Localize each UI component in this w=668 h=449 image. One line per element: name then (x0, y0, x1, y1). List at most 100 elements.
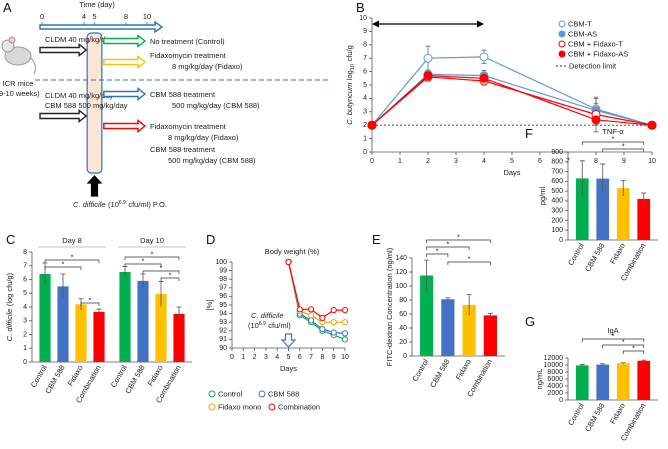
bar (173, 313, 185, 362)
y-tick-label: 100 (395, 283, 407, 290)
legend-marker (258, 390, 266, 398)
timeline-tick-label: 10 (143, 12, 151, 21)
y-tick-label: 4000 (547, 383, 563, 390)
data-point (308, 312, 315, 319)
y-tick-label: 2 (23, 331, 27, 338)
legend-marker (208, 403, 216, 411)
annotation-part: 6.9 (259, 321, 266, 327)
legend-marker (208, 390, 216, 398)
challenge-label: C. difficile (106.9 cfu/ml) P.O. (73, 200, 167, 209)
significance-label: * (622, 142, 625, 151)
y-tick-label: 120 (395, 269, 407, 276)
data-point (479, 73, 489, 83)
timeline-tick-label: 5 (92, 12, 96, 21)
significance-label: * (457, 233, 460, 242)
bar (93, 311, 105, 362)
significance-bracket (44, 266, 82, 270)
y-tick-label: 100 (551, 227, 563, 234)
legend-marker (268, 403, 276, 411)
challenge-window (86, 32, 103, 174)
y-tick-label: 3 (363, 109, 367, 116)
timeline-tick-label: 4 (82, 12, 86, 21)
timeline-tick-label: 0 (40, 12, 44, 21)
y-tick-label: 0 (559, 397, 563, 404)
data-point (647, 120, 657, 130)
legend-marker (558, 50, 566, 58)
bar (616, 363, 630, 400)
y-tick-label: 40 (399, 325, 407, 332)
y-tick-label: 60 (399, 311, 407, 318)
y-tick-label: 6000 (547, 376, 563, 383)
x-tick-label: 8 (320, 354, 324, 361)
panel-label: C (6, 232, 15, 247)
y-tick-label: 0 (403, 353, 407, 360)
legend-label: Control (218, 390, 243, 399)
significance-label: * (612, 135, 615, 144)
data-point (423, 71, 433, 81)
x-axis-label: Days (503, 168, 520, 177)
y-axis-label: ng/mL (535, 369, 544, 390)
legend-label: CBM + Fidaxo-AS (568, 50, 628, 59)
data-point (341, 319, 349, 326)
annotation-part: cfu/ml) (268, 321, 291, 330)
data-point (341, 336, 349, 343)
significance-bracket (426, 239, 491, 243)
y-tick-label: 1 (23, 345, 27, 352)
y-tick-label: 10 (359, 15, 367, 22)
chart-title: TNF-α (602, 127, 624, 136)
bar (596, 364, 610, 400)
y-tick-label: 7 (23, 263, 27, 270)
y-axis-label-part: log (345, 70, 354, 80)
error-bar (620, 362, 626, 364)
y-tick-label: 8000 (547, 369, 563, 376)
error-bar (176, 306, 182, 321)
significance-bracket (581, 141, 645, 145)
x-tick-label: 2 (426, 158, 430, 165)
annotation: C. difficile (106.9 cfu/ml) (248, 311, 291, 330)
panel-label: B (356, 0, 365, 15)
data-point (308, 317, 315, 324)
legend-label: CBM-AS (568, 30, 597, 39)
x-tick-label: 3 (264, 354, 268, 361)
x-tick-label: 9 (332, 354, 336, 361)
significance-bracket (124, 256, 180, 260)
error-bar (579, 363, 585, 367)
timeline-arrow (39, 20, 164, 34)
significance-bracket (602, 344, 645, 348)
y-tick-label: 800 (551, 159, 563, 166)
y-tick-label: 90 (219, 345, 227, 352)
data-point (479, 52, 489, 62)
challenge-label-part: C. difficile (73, 200, 106, 209)
y-tick-label: 200 (551, 217, 563, 224)
significance-bracket (426, 253, 449, 257)
treatment-arrow (103, 55, 147, 69)
y-tick-label: 6 (363, 68, 367, 75)
significance-label: * (468, 255, 471, 264)
bar (637, 198, 651, 240)
significance-label: * (89, 296, 92, 305)
y-tick-label: 400 (551, 198, 563, 205)
y-axis-label-part: 10 (350, 64, 356, 70)
significance-label: * (151, 250, 154, 259)
y-axis-label: C. difficile (log cfu/g) (5, 272, 14, 341)
x-tick-label: 2 (253, 354, 257, 361)
y-tick-label: 900 (551, 149, 563, 156)
x-tick-label: 1 (241, 354, 245, 361)
y-axis-label: C. butyricum log10 cfu/g (345, 45, 356, 125)
error-bar (466, 294, 472, 316)
significance-label: * (632, 344, 635, 353)
y-tick-label: 5 (23, 290, 27, 297)
x-tick-label: 5 (287, 354, 291, 361)
y-axis-label: [%] (205, 300, 214, 311)
significance-label: * (612, 332, 615, 341)
y-tick-label: 96 (219, 293, 227, 300)
y-tick-label: 8 (363, 42, 367, 49)
legend-label: CBM + Fidaxo-T (568, 40, 623, 49)
timeline-tick-label: 8 (124, 12, 128, 21)
data-point (367, 120, 377, 130)
significance-bracket (124, 263, 162, 267)
legend-label: Fidaxo mono (218, 403, 261, 412)
bar (637, 360, 651, 400)
y-tick-label: 0 (559, 237, 563, 244)
y-tick-label: 100 (215, 259, 227, 266)
